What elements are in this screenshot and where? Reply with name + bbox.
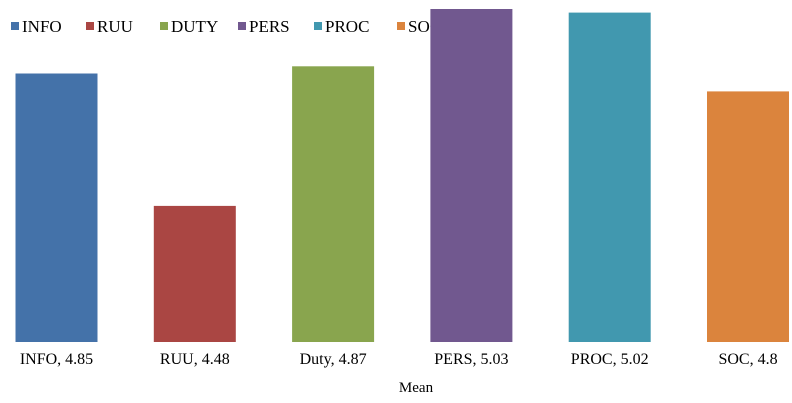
x-tick-label-duty: Duty, 4.87 <box>300 351 367 368</box>
bar-proc <box>568 12 651 342</box>
x-tick-label-ruu: RUU, 4.48 <box>160 351 230 368</box>
legend-label-duty: DUTY <box>171 17 218 36</box>
legend-item-pers: PERS <box>238 17 290 36</box>
legend-swatch-pers <box>238 22 246 30</box>
bar-ruu <box>153 205 236 342</box>
legend-item-proc: PROC <box>314 17 369 36</box>
x-tick-label-soc: SOC, 4.8 <box>718 351 777 368</box>
legend-item-duty: DUTY <box>160 17 218 36</box>
x-axis-title: Mean <box>399 380 434 396</box>
x-tick-label-proc: PROC, 5.02 <box>571 351 649 368</box>
x-tick-label-pers: PERS, 5.03 <box>434 351 508 368</box>
legend-label-pers: PERS <box>249 17 290 36</box>
x-tick-label-info: INFO, 4.85 <box>20 351 93 368</box>
legend-swatch-duty <box>160 22 168 30</box>
legend-label-info: INFO <box>22 17 62 36</box>
bar-soc <box>707 91 789 343</box>
legend-swatch-proc <box>314 22 322 30</box>
legend-label-proc: PROC <box>325 17 369 36</box>
legend-swatch-ruu <box>86 22 94 30</box>
bars-group <box>15 9 789 343</box>
legend-swatch-soc <box>397 22 405 30</box>
legend-swatch-info <box>11 22 19 30</box>
legend-item-ruu: RUU <box>86 17 133 36</box>
legend-label-ruu: RUU <box>97 17 133 36</box>
bar-info <box>15 73 98 342</box>
bar-pers <box>430 9 513 342</box>
legend: INFO RUU DUTY PERS PROC SOC <box>11 17 441 36</box>
bar-duty <box>292 66 375 343</box>
legend-item-info: INFO <box>11 17 62 36</box>
x-tick-labels: INFO, 4.85 RUU, 4.48 Duty, 4.87 PERS, 5.03 P… <box>20 351 778 368</box>
